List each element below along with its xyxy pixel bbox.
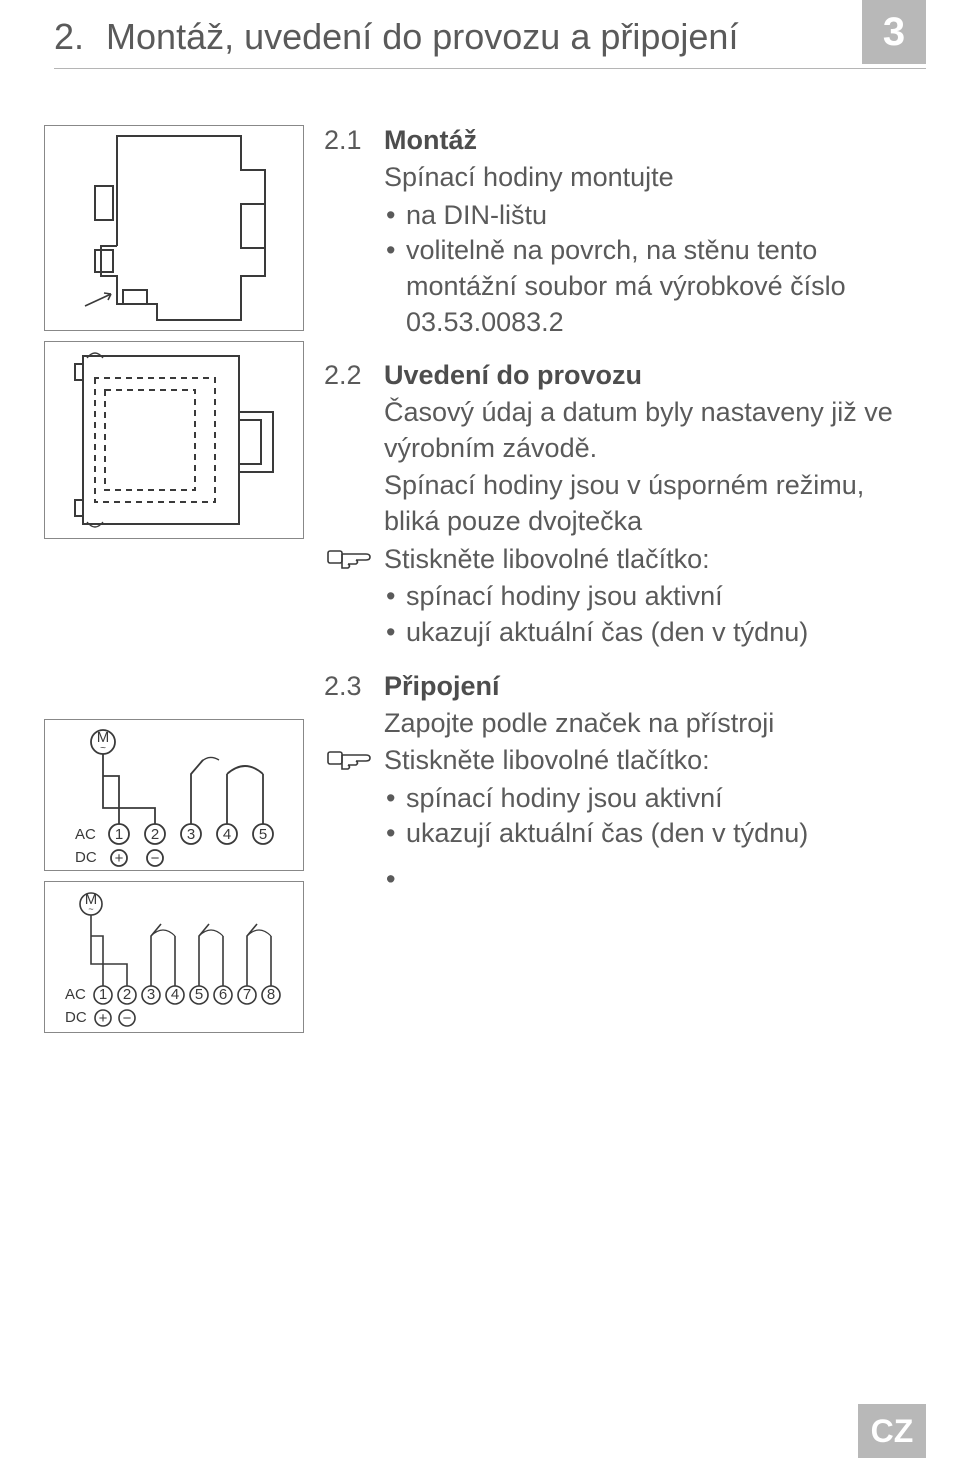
ac-label: AC — [75, 826, 96, 843]
dc-label: DC — [65, 1009, 87, 1026]
subsection-title: Montáž — [384, 125, 477, 156]
illustrations-column: M ~ 1 2 3 4 5 AC DC + − — [44, 125, 304, 1043]
list-item: volitelně na povrch, na stěnu tento mont… — [384, 233, 918, 340]
subsection-number: 2.2 — [324, 360, 384, 391]
dc-label: DC — [75, 849, 97, 866]
section-2-1: 2.1 Montáž Spínací hodiny montujte na DI… — [324, 125, 918, 340]
page-number-badge: 3 — [862, 0, 926, 64]
term-6: 6 — [219, 986, 227, 1003]
term-4: 4 — [171, 986, 179, 1003]
list-item: ukazují aktuální čas (den v týdnu) — [384, 615, 918, 651]
list-item: spínací hodiny jsou aktivní — [384, 579, 918, 615]
minus-label: − — [151, 850, 160, 867]
illustration-wiring-5: M ~ 1 2 3 4 5 AC DC + − — [44, 719, 304, 871]
term-2: 2 — [151, 826, 159, 843]
plus-label: + — [115, 850, 124, 867]
intro-text: Zapojte podle značek na přístroji — [384, 706, 918, 742]
term-1: 1 — [115, 826, 123, 843]
subsection-number: 2.3 — [324, 671, 384, 702]
action-line: Stiskněte libovolné tlačítko: — [384, 743, 918, 779]
subsection-title: Uvedení do provozu — [384, 360, 642, 391]
hand-pointing-icon — [326, 745, 374, 771]
language-badge: CZ — [858, 1404, 926, 1458]
spacer — [44, 549, 304, 719]
plus-label: + — [99, 1010, 108, 1027]
content: M ~ 1 2 3 4 5 AC DC + − — [0, 69, 960, 852]
text-column: 2.1 Montáž Spínací hodiny montujte na DI… — [324, 125, 960, 852]
list-item: spínací hodiny jsou aktivní — [384, 781, 918, 817]
subsection-number: 2.1 — [324, 125, 384, 156]
page-header: 2. Montáž, uvedení do provozu a připojen… — [0, 0, 960, 58]
section-2-3: 2.3 Připojení Zapojte podle značek na př… — [324, 671, 918, 853]
action-text: Stiskněte libovolné tlačítko: — [384, 544, 710, 574]
term-2: 2 — [123, 986, 131, 1003]
term-3: 3 — [187, 826, 195, 843]
motor-tilde: ~ — [88, 904, 93, 914]
intro-text: Časový údaj a datum byly nastaveny již v… — [384, 395, 918, 466]
motor-tilde: ~ — [100, 743, 106, 754]
section-number: 2. — [54, 16, 84, 58]
intro-text: Spínací hodiny montujte — [384, 160, 918, 196]
term-8: 8 — [267, 986, 275, 1003]
list-item: ukazují aktuální čas (den v týdnu) — [384, 816, 918, 852]
minus-label: − — [123, 1010, 132, 1027]
ac-label: AC — [65, 986, 86, 1003]
term-3: 3 — [147, 986, 155, 1003]
term-1: 1 — [99, 986, 107, 1003]
term-5: 5 — [259, 826, 267, 843]
action-line: Stiskněte libovolné tlačítko: — [384, 542, 918, 578]
term-5: 5 — [195, 986, 203, 1003]
hand-pointing-icon — [326, 544, 374, 570]
action-text: Stiskněte libovolné tlačítko: — [384, 745, 710, 775]
list-item: na DIN-lištu — [384, 198, 918, 234]
illustration-wiring-8: M ~ 1 2 3 4 5 6 7 8 AC DC + − — [44, 881, 304, 1033]
term-4: 4 — [223, 826, 231, 843]
para-text: Spínací hodiny jsou v úsporném režimu, b… — [384, 468, 918, 539]
section-2-2: 2.2 Uvedení do provozu Časový údaj a dat… — [324, 360, 918, 650]
illustration-din-mount — [44, 125, 304, 331]
page-title: Montáž, uvedení do provozu a připojení — [106, 16, 738, 58]
illustration-side-view — [44, 341, 304, 539]
term-7: 7 — [243, 986, 251, 1003]
subsection-title: Připojení — [384, 671, 500, 702]
